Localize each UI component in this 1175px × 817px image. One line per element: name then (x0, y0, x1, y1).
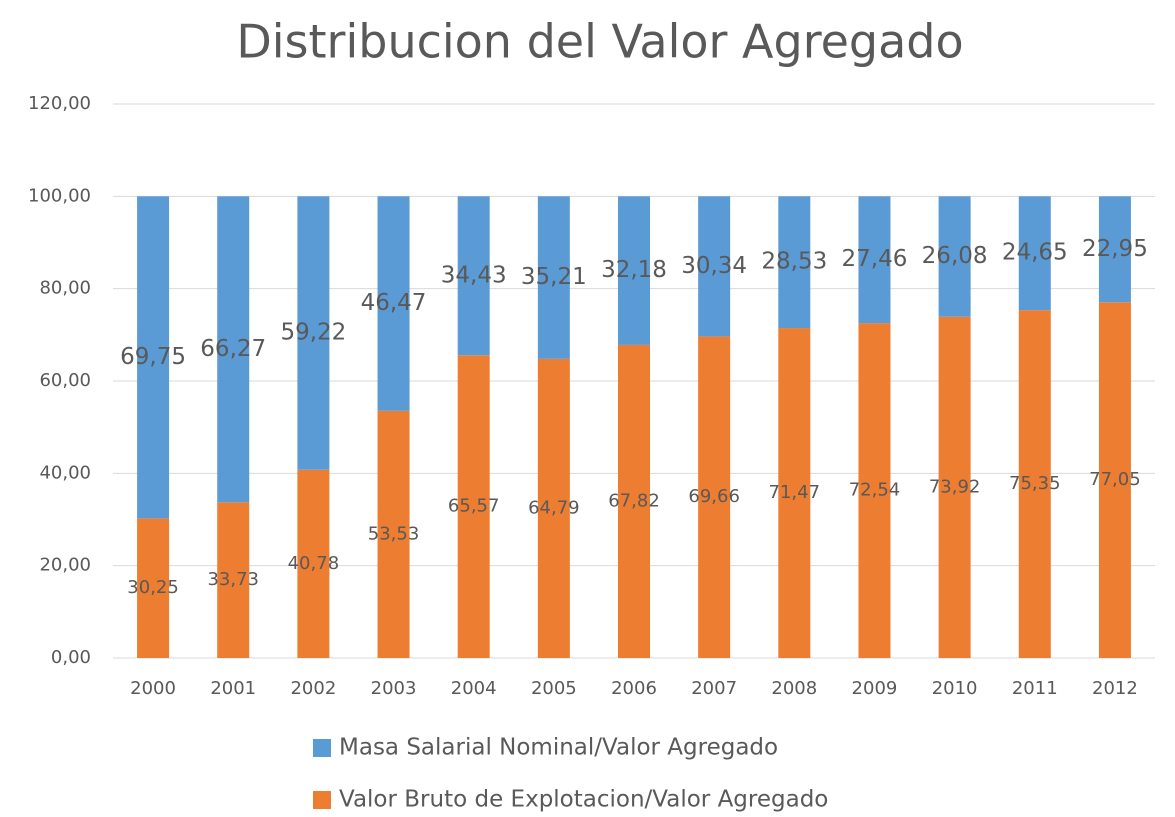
x-tick-label: 2009 (852, 678, 898, 699)
y-tick-label: 80,00 (39, 278, 91, 299)
data-label: 77,05 (1089, 469, 1141, 490)
data-label: 28,53 (761, 249, 827, 275)
x-tick-label: 2004 (451, 678, 497, 699)
data-label: 65,57 (448, 496, 500, 517)
data-label: 30,25 (127, 577, 179, 598)
data-label: 32,18 (601, 257, 667, 283)
data-label: 24,65 (1002, 240, 1068, 266)
data-label: 33,73 (207, 569, 259, 590)
data-label: 26,08 (922, 243, 988, 269)
data-label: 69,66 (688, 486, 740, 507)
x-tick-label: 2011 (1012, 678, 1058, 699)
x-tick-label: 2008 (771, 678, 817, 699)
x-tick-label: 2001 (210, 678, 256, 699)
data-label: 22,95 (1082, 236, 1148, 262)
bar-segment (537, 358, 570, 658)
bar-segment (297, 196, 330, 470)
bar-segment (217, 196, 250, 503)
bar-segment (217, 502, 250, 658)
bar-segment (778, 328, 811, 658)
legend-swatch (313, 791, 331, 809)
x-tick-label: 2000 (130, 678, 176, 699)
bar-segment (1018, 310, 1051, 658)
bar-segment (137, 196, 170, 519)
data-label: 69,75 (120, 344, 186, 370)
bar-segment (537, 196, 570, 359)
legend-swatch (313, 739, 331, 757)
y-tick-label: 20,00 (39, 555, 91, 576)
bar-segment (858, 323, 891, 658)
data-label: 73,92 (929, 476, 981, 497)
chart-title: Distribucion del Valor Agregado (236, 15, 963, 69)
data-label: 46,47 (361, 290, 427, 316)
bar-segment (1098, 302, 1131, 658)
data-label: 30,34 (681, 253, 747, 279)
bar-segment (618, 344, 650, 658)
legend-label: Masa Salarial Nominal/Valor Agregado (339, 735, 778, 761)
bar-segment (618, 196, 650, 345)
data-label: 27,46 (842, 246, 908, 272)
bar-segment (698, 336, 731, 658)
data-label: 40,78 (288, 553, 340, 574)
legend-label: Valor Bruto de Explotacion/Valor Agregad… (339, 787, 828, 813)
x-tick-label: 2002 (290, 678, 336, 699)
bar-segment (457, 355, 490, 658)
bar-segment (297, 469, 330, 658)
bar-segment (938, 196, 971, 317)
bar-segment (377, 196, 410, 411)
bar-segment (698, 196, 731, 337)
x-tick-label: 2003 (371, 678, 417, 699)
data-label: 53,53 (368, 523, 420, 544)
data-label: 64,79 (528, 497, 580, 518)
bar-segment (1098, 196, 1131, 303)
bar-segment (858, 196, 891, 324)
x-tick-label: 2012 (1092, 678, 1138, 699)
bar-segment (938, 316, 971, 658)
x-tick-label: 2007 (691, 678, 737, 699)
bar-segment (377, 410, 410, 658)
data-label: 66,27 (200, 336, 266, 362)
data-label: 59,22 (280, 320, 346, 346)
y-tick-label: 120,00 (28, 93, 91, 114)
bar-segment (457, 196, 490, 356)
data-label: 71,47 (769, 482, 821, 503)
data-label: 35,21 (521, 264, 587, 290)
data-label: 67,82 (608, 490, 660, 511)
data-label: 34,43 (441, 262, 507, 288)
x-tick-label: 2005 (531, 678, 577, 699)
x-tick-label: 2010 (932, 678, 978, 699)
bar-segment (137, 518, 170, 658)
bar-segment (778, 196, 811, 329)
y-tick-label: 100,00 (28, 185, 91, 206)
x-tick-label: 2006 (611, 678, 657, 699)
y-tick-label: 40,00 (39, 462, 91, 483)
data-label: 72,54 (849, 480, 901, 501)
y-tick-label: 60,00 (39, 370, 91, 391)
data-label: 75,35 (1009, 473, 1061, 494)
y-tick-label: 0,00 (51, 647, 91, 668)
bar-segment (1018, 196, 1051, 311)
